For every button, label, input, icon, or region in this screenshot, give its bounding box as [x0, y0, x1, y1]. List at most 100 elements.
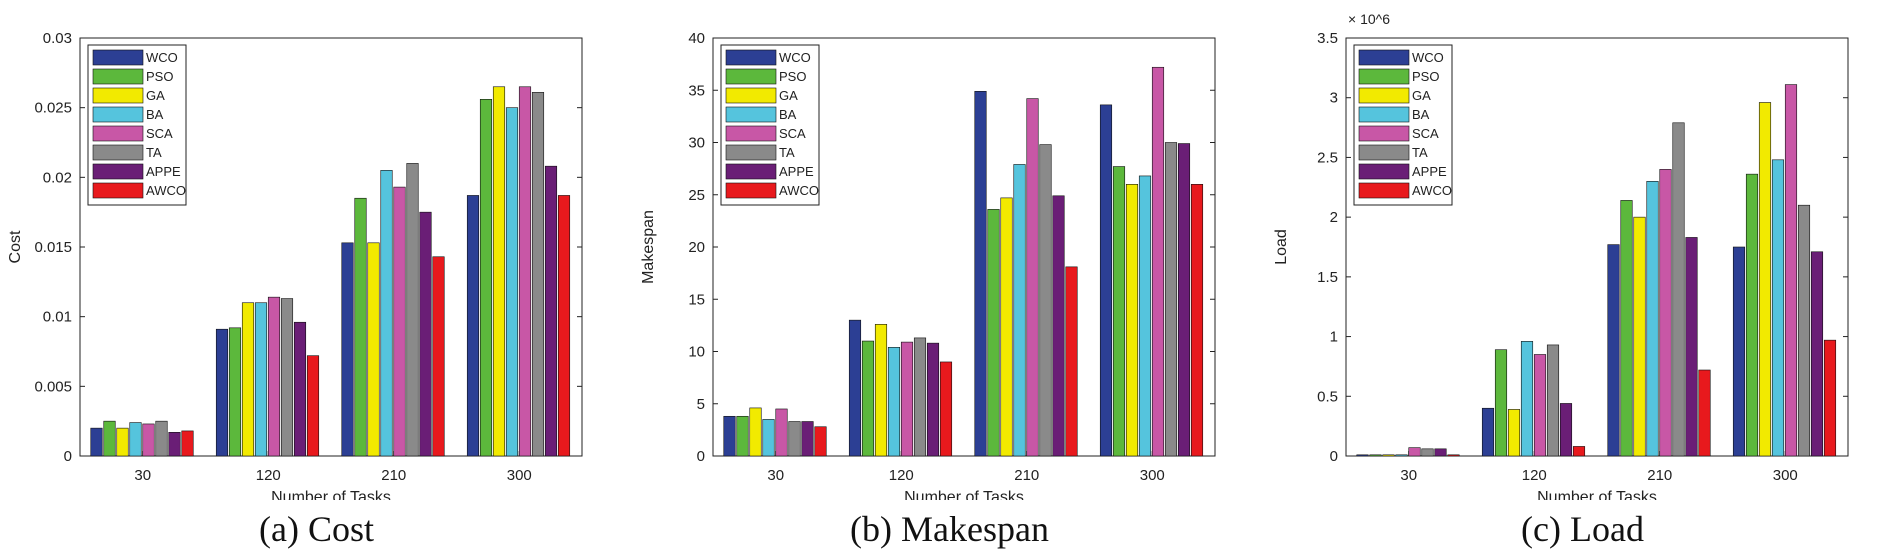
bar-ga-30: [1382, 454, 1395, 457]
x-tick-label: 120: [1522, 467, 1547, 484]
bar-sca-30: [1408, 447, 1421, 457]
y-tick-label: 20: [688, 239, 705, 256]
x-axis-label: Number of Tasks: [1537, 489, 1657, 500]
bar-appe-120: [1559, 403, 1573, 457]
bar-awco-120: [1572, 446, 1586, 457]
x-tick-label: 120: [889, 467, 914, 484]
chart-panel-makespan: 0 5 10 15 20 25 30 35 40 30 120 210 300 Number of Tas…: [633, 0, 1266, 558]
bar-ga-300: [492, 86, 506, 457]
x-tick-label: 30: [767, 467, 784, 484]
legend-swatch-ga: [725, 87, 777, 104]
bar-ga-210: [1633, 216, 1646, 457]
bar-ga-120: [1507, 409, 1521, 457]
bar-appe-210: [1685, 237, 1698, 457]
bar-ga-30: [116, 427, 129, 457]
bar-appe-210: [1052, 195, 1065, 457]
bar-wco-30: [1356, 454, 1369, 457]
x-tick-label: 300: [1140, 467, 1165, 484]
bar-wco-30: [723, 415, 736, 457]
chart-panel-load: 0 0.5 1 1.5 2 2.5 3 3.5 × 10^6 30 120 210 300 Number …: [1266, 0, 1899, 558]
caption-makespan: (b) Makespan: [850, 509, 1049, 549]
bar-pso-30: [1369, 454, 1382, 457]
bar-ga-120: [241, 302, 255, 457]
bar-pso-300: [1745, 173, 1759, 457]
legend-label-awco: AWCO: [146, 183, 186, 198]
legend-swatch-ba: [1358, 106, 1410, 123]
y-tick-label: 35: [688, 82, 705, 99]
bar-pso-210: [1620, 200, 1633, 457]
bar-ba-300: [1138, 175, 1152, 457]
legend-label-ta: TA: [1412, 145, 1428, 160]
x-tick-label: 300: [1773, 467, 1798, 484]
bar-ba-210: [1013, 164, 1026, 457]
bar-awco-120: [306, 355, 320, 457]
bar-appe-30: [1434, 448, 1447, 457]
bar-ta-300: [1797, 204, 1811, 457]
legend-label-ga: GA: [1412, 88, 1431, 103]
y-tick-label: 25: [688, 187, 705, 204]
legend-label-ta: TA: [146, 145, 162, 160]
legend-swatch-pso: [1358, 68, 1410, 85]
bar-ga-300: [1758, 102, 1772, 457]
y-axis-label: Cost: [7, 230, 24, 263]
bar-wco-120: [848, 319, 862, 457]
bar-wco-300: [1099, 104, 1113, 457]
bar-ba-120: [1520, 341, 1534, 457]
legend-label-wco: WCO: [1412, 50, 1444, 65]
bar-ga-210: [367, 242, 380, 457]
legend-swatch-wco: [92, 49, 144, 66]
bar-pso-210: [987, 209, 1000, 457]
bar-pso-120: [861, 340, 875, 457]
y-tick-label: 0: [64, 448, 72, 465]
y-axis-label: Makespan: [640, 210, 657, 284]
legend-label-ta: TA: [779, 145, 795, 160]
y-tick-label: 0.5: [1317, 388, 1338, 405]
bar-sca-210: [1026, 98, 1039, 457]
legend-label-appe: APPE: [146, 164, 181, 179]
bar-pso-120: [228, 327, 242, 457]
bar-wco-210: [1607, 244, 1620, 457]
y-tick-label: 0.015: [34, 239, 72, 256]
bar-awco-300: [557, 195, 571, 457]
x-tick-label: 210: [381, 467, 406, 484]
bar-wco-210: [341, 242, 354, 457]
bar-sca-120: [900, 341, 914, 457]
bar-ta-210: [406, 163, 419, 457]
legend-swatch-wco: [1358, 49, 1410, 66]
y-tick-label: 0: [1330, 448, 1338, 465]
y-tick-label: 2.5: [1317, 149, 1338, 166]
bar-ba-300: [505, 107, 519, 457]
bar-awco-30: [814, 426, 827, 457]
load-chart: 0 0.5 1 1.5 2 2.5 3 3.5 × 10^6 30 120 210 300 Number …: [1273, 11, 1849, 500]
bar-wco-120: [1481, 407, 1495, 457]
bar-ta-300: [1164, 142, 1178, 457]
legend-swatch-pso: [92, 68, 144, 85]
legend-label-awco: AWCO: [1412, 183, 1452, 198]
legend-label-ga: GA: [146, 88, 165, 103]
legend-swatch-ta: [92, 144, 144, 161]
bar-wco-30: [90, 427, 103, 457]
bar-sca-300: [1151, 66, 1165, 457]
y-tick-label: 0.005: [34, 378, 72, 395]
bar-sca-120: [1533, 354, 1547, 457]
y-tick-label: 10: [688, 344, 705, 361]
y-exponent-label: × 10^6: [1348, 11, 1390, 27]
legend-swatch-ta: [1358, 144, 1410, 161]
legend-label-ba: BA: [1412, 107, 1430, 122]
bar-wco-300: [466, 195, 480, 457]
bar-ga-120: [874, 324, 888, 457]
bar-ba-30: [129, 422, 142, 457]
y-tick-label: 5: [697, 396, 705, 413]
legend-swatch-awco: [92, 182, 144, 199]
bar-pso-210: [354, 197, 367, 457]
bar-ba-300: [1771, 159, 1785, 457]
makespan-chart: 0 5 10 15 20 25 30 35 40 30 120 210 300 Number of Tas…: [640, 30, 1216, 500]
legend-label-ga: GA: [779, 88, 798, 103]
bar-awco-210: [1698, 369, 1711, 457]
y-tick-label: 3.5: [1317, 30, 1338, 47]
y-tick-label: 3: [1330, 90, 1338, 107]
legend-label-sca: SCA: [1412, 126, 1439, 141]
x-axis-label: Number of Tasks: [904, 489, 1024, 500]
bar-ga-30: [749, 407, 762, 457]
bar-ta-120: [280, 298, 294, 457]
